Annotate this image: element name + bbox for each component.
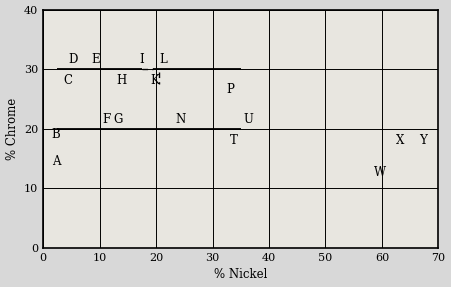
Text: A: A: [52, 154, 60, 168]
Text: Y: Y: [419, 134, 427, 147]
Text: F: F: [102, 113, 111, 126]
Text: K: K: [151, 74, 159, 87]
Text: X: X: [396, 134, 405, 147]
Text: L: L: [159, 53, 167, 66]
Text: P: P: [227, 83, 235, 96]
Text: D: D: [69, 53, 78, 66]
Text: G: G: [114, 113, 123, 126]
Text: E: E: [91, 53, 100, 66]
Text: N: N: [176, 113, 186, 126]
Text: C: C: [63, 74, 72, 87]
Y-axis label: % Chrome: % Chrome: [5, 98, 18, 160]
Text: W: W: [373, 166, 386, 179]
Text: I: I: [139, 53, 144, 66]
Text: U: U: [244, 113, 253, 126]
X-axis label: % Nickel: % Nickel: [214, 268, 267, 282]
Text: T: T: [230, 134, 237, 147]
Text: B: B: [52, 128, 60, 141]
Text: H: H: [117, 74, 127, 87]
